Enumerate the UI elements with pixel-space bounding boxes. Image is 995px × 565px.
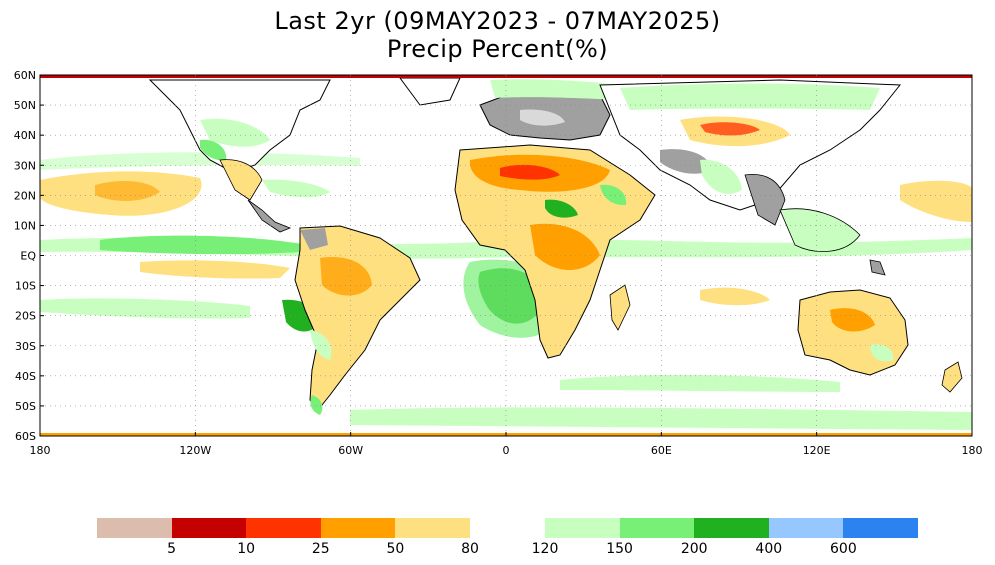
legend-label: 600: [830, 541, 857, 557]
latitude-label: 20S: [15, 310, 36, 323]
legend-label: 80: [461, 541, 479, 557]
map-frame: [39, 74, 973, 437]
map-title: Last 2yr (09MAY2023 - 07MAY2025): [274, 7, 721, 35]
legend-label: 150: [606, 541, 633, 557]
longitude-label: 120E: [803, 444, 831, 457]
legend-swatch: [768, 518, 844, 538]
legend-label: 5: [167, 541, 177, 557]
world-map: 60N 50N 40N 30N 20N 10N EQ 10S 20S 30S 40S 50S 60S 1…: [14, 69, 983, 457]
axis-ticks: [39, 74, 973, 437]
longitude-label: 180: [30, 444, 51, 457]
legend-label: 10: [237, 541, 256, 557]
latitude-label: 40N: [14, 129, 36, 142]
legend-label: 120: [531, 541, 559, 557]
latitude-labels: 60N 50N 40N 30N 20N 10N EQ 10S 20S 30S 40S 50S 60S: [14, 69, 37, 443]
longitude-label: 0: [503, 444, 510, 457]
latitude-label: 40S: [15, 370, 36, 383]
latitude-label: 50N: [14, 99, 36, 112]
latitude-label: 20N: [14, 189, 36, 202]
longitude-labels: 180 120W 60W 0 60E 120E 180: [30, 444, 983, 457]
legend-swatch: [843, 518, 918, 538]
legend-label: 400: [755, 541, 783, 557]
legend-swatch: [320, 518, 396, 538]
latitude-label: EQ: [20, 250, 36, 263]
legend-swatch: [544, 518, 620, 538]
latitude-label: 10S: [15, 280, 36, 293]
legend-swatch: [246, 518, 321, 538]
legend-label: 50: [386, 541, 405, 557]
legend-swatch: [171, 518, 247, 538]
latitude-label: 30N: [14, 159, 36, 172]
legend-colorbar: [97, 518, 918, 538]
legend-swatch: [97, 518, 172, 538]
latitude-label: 50S: [15, 400, 36, 413]
longitude-label: 60E: [651, 444, 672, 457]
precip-field: [40, 75, 972, 436]
latitude-label: 60S: [15, 430, 36, 443]
map-subtitle: Precip Percent(%): [386, 35, 609, 63]
legend-swatch: [395, 518, 470, 538]
legend-label: 200: [680, 541, 708, 557]
grid-lines: [40, 75, 972, 436]
longitude-label: 180: [962, 444, 983, 457]
legend-swatch: [694, 518, 769, 538]
longitude-label: 120W: [179, 444, 211, 457]
latitude-label: 30S: [15, 340, 36, 353]
longitude-label: 60W: [338, 444, 363, 457]
legend-swatch: [619, 518, 695, 538]
latitude-label: 60N: [14, 69, 36, 82]
legend-label: 25: [311, 541, 330, 557]
legend-gap: [469, 518, 545, 538]
latitude-label: 10N: [14, 219, 36, 232]
